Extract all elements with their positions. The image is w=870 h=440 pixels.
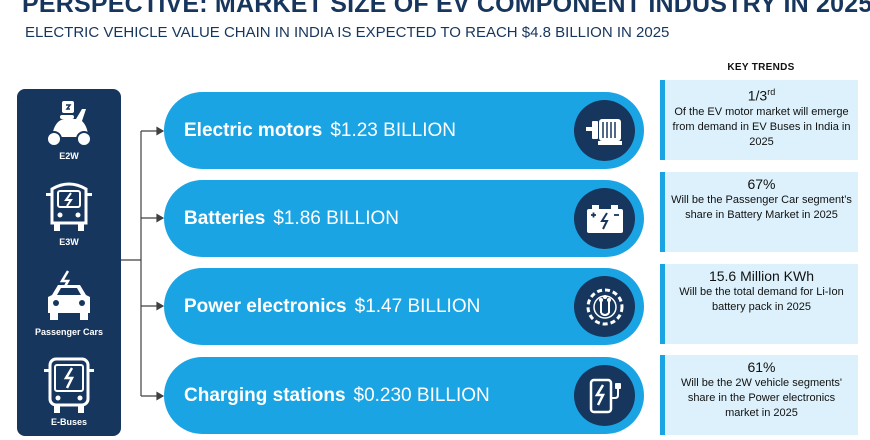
trend-text: Will be the Passenger Car segment’s shar… [671,194,852,221]
trend-text: Will be the total demand for Li-Ion batt… [679,286,844,313]
trend-text: Of the EV motor market will emerge from … [672,105,851,148]
trend-stat: 61% [747,359,776,375]
vehicle-e2w: E2W [17,97,121,161]
vehicle-e-buses: E-Buses [17,357,121,427]
charger-icon [589,378,621,413]
trend-stat: 1/3rd [747,87,776,104]
auto-rickshaw-icon [46,182,92,231]
trend-text: Will be the 2W vehicle segments' share i… [680,377,843,419]
component-value: $1.86 BILLION [273,207,400,229]
trend-card: 1/3rd Of the EV motor market will emerge… [660,80,858,160]
vehicle-passenger-cars: Passenger Cars [17,269,121,337]
scooter-icon [46,101,92,147]
page-subtitle: ELECTRIC VEHICLE VALUE CHAIN IN INDIA IS… [25,24,670,41]
trend-card: 15.6 Million KWh Will be the total deman… [660,264,858,344]
component-bar-electric-motors: Electric motors $1.23 BILLION [164,92,644,169]
trend-card: 61% Will be the 2W vehicle segments' sha… [660,355,858,435]
vehicle-segments-panel: E2W E3W Passenger Cars [17,89,121,436]
charger-icon-badge [574,365,635,426]
component-bar-power-electronics: Power electronics $1.47 BILLION [164,268,644,345]
component-name: Power electronics [184,295,347,317]
connector-bracket [121,126,165,401]
car-icon [48,270,90,320]
component-value: $0.230 BILLION [353,384,490,406]
component-name: Batteries [184,207,266,229]
vehicle-label: E-Buses [50,417,87,427]
component-value: $1.23 BILLION [330,119,457,141]
component-bar-batteries: Batteries $1.86 BILLION [164,180,644,257]
motor-icon-badge [574,100,635,161]
component-name: Electric motors [184,119,323,141]
circuit-icon-badge [574,276,635,337]
trend-stat: 15.6 Million KWh [708,268,815,284]
vehicle-label: Passenger Cars [34,327,104,337]
motor-icon [585,118,622,145]
trend-card: 67% Will be the Passenger Car segment’s … [660,172,858,252]
component-bar-charging-stations: Charging stations $0.230 BILLION [164,357,644,434]
vehicle-e3w: E3W [17,179,121,247]
component-name: Charging stations [184,384,346,406]
circuit-icon [586,288,623,325]
component-value: $1.47 BILLION [354,295,481,317]
battery-icon-badge [574,188,635,249]
vehicle-label: E3W [59,237,79,247]
vehicle-label: E2W [59,151,79,161]
bus-icon [44,357,94,413]
battery-icon [586,204,623,233]
trend-stat: 67% [747,176,776,192]
page-title: PERSPECTIVE: MARKET SIZE OF EV COMPONENT… [22,0,870,18]
key-trends-heading: KEY TRENDS [727,62,795,73]
